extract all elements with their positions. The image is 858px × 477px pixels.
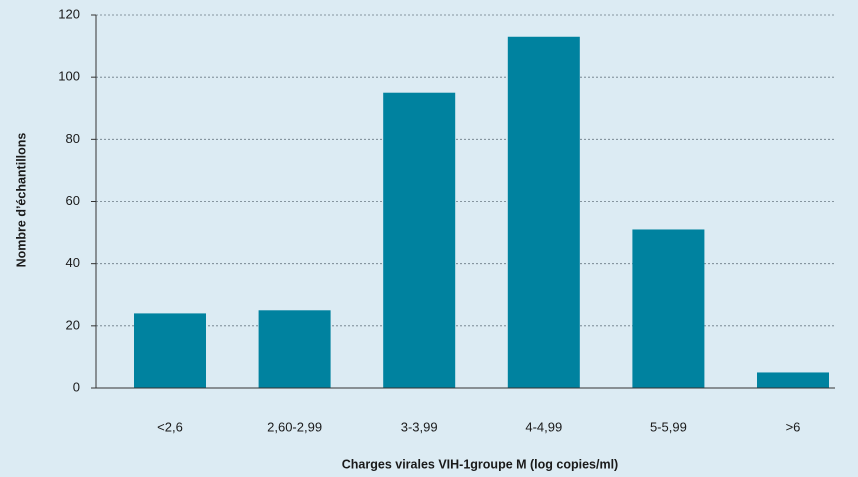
x-tick-label: <2,6 xyxy=(157,419,183,434)
y-tick-label: 0 xyxy=(73,379,80,394)
y-tick-label: 100 xyxy=(58,69,80,84)
y-tick-label: 60 xyxy=(66,193,80,208)
bar xyxy=(383,92,456,388)
y-tick-label: 20 xyxy=(66,317,80,332)
bar xyxy=(258,310,331,388)
y-tick-label: 80 xyxy=(66,131,80,146)
x-tick-label: 4-4,99 xyxy=(525,419,562,434)
y-tick-label: 120 xyxy=(58,6,80,21)
x-axis-title: Charges virales VIH-1groupe M (log copie… xyxy=(342,457,618,471)
bar xyxy=(632,229,705,388)
y-tick-label: 40 xyxy=(66,255,80,270)
x-tick-label: 5-5,99 xyxy=(650,419,687,434)
bar xyxy=(134,313,206,388)
x-tick-label: >6 xyxy=(786,419,801,434)
y-axis-title: Nombre d’échantillons xyxy=(14,133,28,268)
x-tick-label: 2,60-2,99 xyxy=(267,419,322,434)
bar xyxy=(507,36,580,389)
x-tick-label: 3-3,99 xyxy=(401,419,438,434)
bar xyxy=(757,372,829,388)
